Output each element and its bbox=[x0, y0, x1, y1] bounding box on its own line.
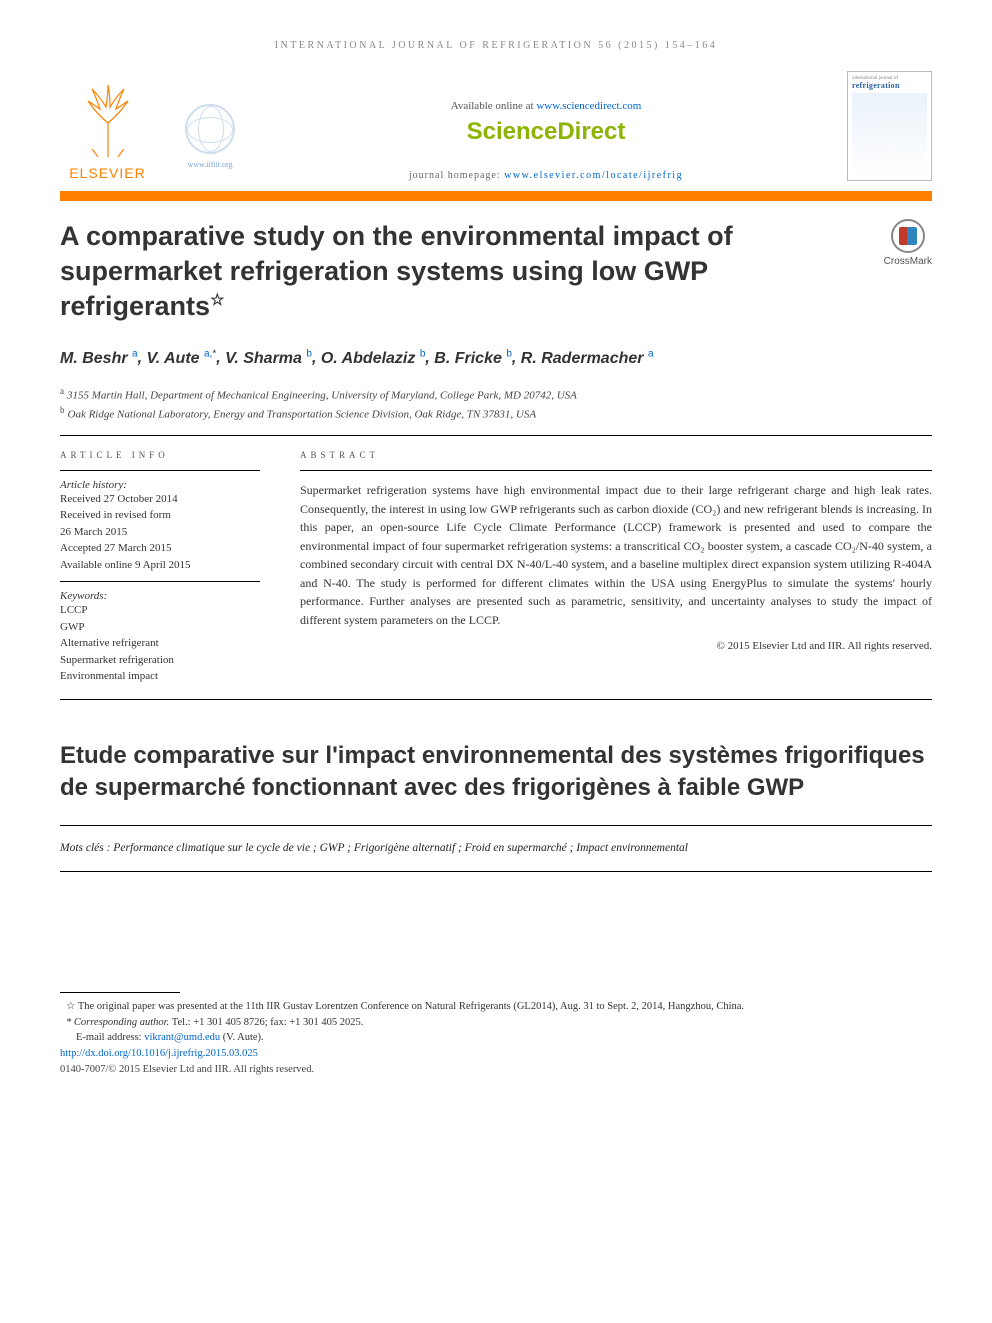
title-footnote-star: ☆ bbox=[210, 292, 224, 309]
author: B. Fricke b bbox=[434, 350, 512, 367]
author: M. Beshr a bbox=[60, 350, 138, 367]
email-label: E-mail address: bbox=[76, 1032, 144, 1043]
iifiir-globe-icon bbox=[185, 104, 235, 154]
abstract-copyright: © 2015 Elsevier Ltd and IIR. All rights … bbox=[300, 640, 932, 652]
abstract-heading: ABSTRACT bbox=[300, 450, 932, 460]
history-revised-date: 26 March 2015 bbox=[60, 524, 260, 541]
author: V. Aute a,* bbox=[146, 350, 216, 367]
footnote-email-line: E-mail address: vikrant@umd.edu (V. Aute… bbox=[60, 1030, 932, 1046]
author: V. Sharma b bbox=[225, 350, 312, 367]
affiliations: a3155 Martin Hall, Department of Mechani… bbox=[60, 385, 932, 423]
author: R. Radermacher a bbox=[521, 350, 654, 367]
article-title: A comparative study on the environmental… bbox=[60, 219, 864, 324]
header-row: ELSEVIER www.iifiir.org Available online… bbox=[60, 71, 932, 181]
mots-cles: Mots clés : Performance climatique sur l… bbox=[60, 840, 932, 857]
keyword: LCCP bbox=[60, 602, 260, 619]
article-page: international journal of refrigeration 5… bbox=[0, 0, 992, 1108]
journal-homepage-line: journal homepage: www.elsevier.com/locat… bbox=[265, 170, 827, 181]
abstract-column: ABSTRACT Supermarket refrigeration syste… bbox=[300, 450, 932, 685]
available-text: Available online at bbox=[451, 100, 537, 112]
rule bbox=[60, 871, 932, 872]
title-text: A comparative study on the environmental… bbox=[60, 221, 733, 321]
footnote-star: ☆ The original paper was presented at th… bbox=[60, 999, 932, 1015]
sciencedirect-link[interactable]: www.sciencedirect.com bbox=[536, 100, 641, 112]
affiliation-a: a3155 Martin Hall, Department of Mechani… bbox=[60, 385, 932, 404]
history-label: Article history: bbox=[60, 479, 260, 491]
history-accepted: Accepted 27 March 2015 bbox=[60, 540, 260, 557]
orange-divider-bar bbox=[60, 191, 932, 201]
article-info-column: ARTICLE INFO Article history: Received 2… bbox=[60, 450, 260, 685]
doi-link[interactable]: http://dx.doi.org/10.1016/j.ijrefrig.201… bbox=[60, 1048, 258, 1059]
french-title: Etude comparative sur l'impact environne… bbox=[60, 740, 932, 805]
abstract-text: Supermarket refrigeration systems have h… bbox=[300, 481, 932, 630]
keyword: Supermarket refrigeration bbox=[60, 652, 260, 669]
history-revised-label: Received in revised form bbox=[60, 507, 260, 524]
running-head: international journal of refrigeration 5… bbox=[60, 40, 932, 51]
footnotes: ☆ The original paper was presented at th… bbox=[60, 992, 932, 1078]
footnote-corresponding: * Corresponding author. Tel.: +1 301 405… bbox=[60, 1015, 932, 1031]
affiliation-b: bOak Ridge National Laboratory, Energy a… bbox=[60, 404, 932, 423]
title-row: A comparative study on the environmental… bbox=[60, 219, 932, 324]
crossmark-badge[interactable]: CrossMark bbox=[884, 219, 932, 267]
author-list: M. Beshr a, V. Aute a,*, V. Sharma b, O.… bbox=[60, 346, 932, 370]
available-online-line: Available online at www.sciencedirect.co… bbox=[265, 100, 827, 112]
article-info-heading: ARTICLE INFO bbox=[60, 450, 260, 460]
iifiir-logo: www.iifiir.org bbox=[175, 91, 245, 181]
keywords-label: Keywords: bbox=[60, 590, 260, 602]
cover-body bbox=[852, 93, 927, 176]
keyword: GWP bbox=[60, 619, 260, 636]
mots-label: Mots clés : bbox=[60, 842, 113, 854]
header-center: Available online at www.sciencedirect.co… bbox=[265, 100, 827, 181]
elsevier-tree-icon bbox=[73, 81, 143, 161]
sciencedirect-logo: ScienceDirect bbox=[265, 118, 827, 146]
crossmark-icon bbox=[891, 219, 925, 253]
rule bbox=[60, 825, 932, 826]
mots-text: Performance climatique sur le cycle de v… bbox=[113, 842, 688, 854]
corresponding-email-link[interactable]: vikrant@umd.edu bbox=[144, 1032, 220, 1043]
homepage-label: journal homepage: bbox=[409, 170, 504, 181]
elsevier-name: ELSEVIER bbox=[69, 165, 145, 181]
history-received: Received 27 October 2014 bbox=[60, 491, 260, 508]
history-online: Available online 9 April 2015 bbox=[60, 557, 260, 574]
journal-cover-thumbnail: international journal of refrigeration bbox=[847, 71, 932, 181]
crossmark-label: CrossMark bbox=[884, 256, 932, 267]
cover-title: refrigeration bbox=[852, 81, 927, 90]
elsevier-logo: ELSEVIER bbox=[60, 81, 155, 181]
rule bbox=[60, 699, 932, 700]
rule bbox=[60, 435, 932, 436]
email-author: (V. Aute). bbox=[220, 1032, 264, 1043]
iifiir-url[interactable]: www.iifiir.org bbox=[187, 160, 232, 169]
homepage-link[interactable]: www.elsevier.com/locate/ijrefrig bbox=[504, 170, 683, 181]
info-abstract-row: ARTICLE INFO Article history: Received 2… bbox=[60, 450, 932, 685]
issn-copyright: 0140-7007/© 2015 Elsevier Ltd and IIR. A… bbox=[60, 1062, 932, 1078]
keyword: Environmental impact bbox=[60, 668, 260, 685]
author: O. Abdelaziz b bbox=[321, 350, 426, 367]
keyword: Alternative refrigerant bbox=[60, 635, 260, 652]
